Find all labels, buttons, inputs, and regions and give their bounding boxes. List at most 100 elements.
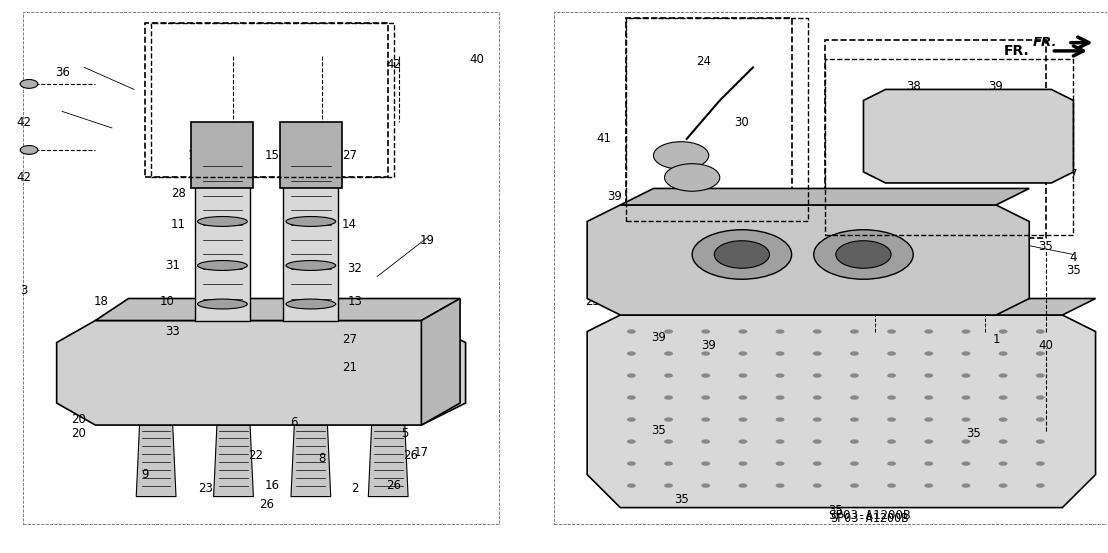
Text: 16: 16 — [265, 479, 279, 492]
Circle shape — [962, 440, 971, 444]
Circle shape — [998, 373, 1007, 378]
Circle shape — [850, 395, 859, 400]
Circle shape — [813, 483, 822, 488]
Circle shape — [850, 461, 859, 466]
Text: 41: 41 — [596, 133, 612, 145]
Text: 39: 39 — [607, 190, 623, 203]
Circle shape — [888, 330, 896, 333]
Text: 26: 26 — [387, 479, 401, 492]
Circle shape — [701, 483, 710, 488]
Circle shape — [664, 440, 673, 444]
Circle shape — [776, 330, 784, 333]
Circle shape — [1036, 351, 1045, 356]
Circle shape — [776, 373, 784, 378]
Text: 4: 4 — [1069, 251, 1077, 264]
Text: 15: 15 — [265, 149, 279, 162]
Circle shape — [738, 351, 747, 356]
Text: 22: 22 — [248, 449, 263, 462]
Polygon shape — [136, 425, 176, 497]
Text: FR.: FR. — [1004, 44, 1029, 58]
Circle shape — [627, 351, 636, 356]
Text: 19: 19 — [420, 234, 434, 247]
Circle shape — [813, 373, 822, 378]
Circle shape — [888, 461, 896, 466]
Text: 2: 2 — [351, 482, 359, 495]
Circle shape — [627, 418, 636, 422]
Text: 39: 39 — [652, 331, 666, 343]
Text: 24: 24 — [696, 55, 710, 69]
Circle shape — [701, 440, 710, 444]
Circle shape — [962, 461, 971, 466]
Text: 26: 26 — [259, 498, 274, 512]
Circle shape — [654, 142, 709, 169]
Circle shape — [924, 483, 933, 488]
Circle shape — [1036, 440, 1045, 444]
Circle shape — [738, 330, 747, 333]
Circle shape — [924, 418, 933, 422]
Text: 35: 35 — [829, 504, 843, 517]
Ellipse shape — [286, 299, 336, 309]
Circle shape — [692, 229, 791, 279]
Text: 27: 27 — [342, 149, 357, 162]
Circle shape — [813, 229, 913, 279]
Circle shape — [664, 395, 673, 400]
Text: 25: 25 — [585, 295, 601, 308]
Text: 1: 1 — [993, 333, 999, 346]
Text: 14: 14 — [342, 218, 357, 231]
Circle shape — [664, 461, 673, 466]
Circle shape — [1036, 395, 1045, 400]
Circle shape — [664, 373, 673, 378]
Circle shape — [888, 395, 896, 400]
Text: 9: 9 — [142, 468, 148, 481]
Text: 13: 13 — [348, 295, 362, 308]
Circle shape — [813, 418, 822, 422]
Circle shape — [701, 373, 710, 378]
Circle shape — [20, 80, 38, 88]
Circle shape — [888, 418, 896, 422]
Circle shape — [665, 164, 720, 191]
Circle shape — [888, 373, 896, 378]
Polygon shape — [863, 90, 1074, 183]
Circle shape — [813, 351, 822, 356]
Text: 10: 10 — [160, 295, 175, 308]
Circle shape — [627, 461, 636, 466]
Text: 35: 35 — [674, 493, 688, 506]
Circle shape — [776, 483, 784, 488]
Circle shape — [1036, 330, 1045, 333]
Circle shape — [627, 395, 636, 400]
Circle shape — [924, 395, 933, 400]
Circle shape — [664, 418, 673, 422]
Text: 40: 40 — [1038, 339, 1054, 352]
Text: 33: 33 — [165, 325, 181, 338]
Polygon shape — [368, 425, 408, 497]
Text: 23: 23 — [198, 482, 214, 495]
Ellipse shape — [197, 260, 247, 270]
Circle shape — [962, 395, 971, 400]
Circle shape — [998, 418, 1007, 422]
Text: 35: 35 — [1038, 240, 1054, 253]
Circle shape — [664, 483, 673, 488]
Text: 29: 29 — [629, 229, 645, 242]
Circle shape — [924, 330, 933, 333]
Polygon shape — [587, 205, 1029, 315]
Text: 42: 42 — [16, 116, 31, 129]
Text: 42: 42 — [16, 171, 31, 184]
Circle shape — [738, 461, 747, 466]
Text: 6: 6 — [290, 416, 298, 429]
Text: 27: 27 — [342, 333, 357, 346]
Circle shape — [835, 241, 891, 268]
Circle shape — [738, 440, 747, 444]
Circle shape — [664, 351, 673, 356]
Circle shape — [813, 395, 822, 400]
Text: 28: 28 — [171, 187, 186, 201]
Text: 18: 18 — [93, 295, 109, 308]
Circle shape — [701, 330, 710, 333]
Circle shape — [738, 373, 747, 378]
Circle shape — [998, 330, 1007, 333]
Circle shape — [1036, 461, 1045, 466]
Text: 5: 5 — [401, 427, 409, 440]
Text: 40: 40 — [469, 53, 484, 66]
Circle shape — [998, 351, 1007, 356]
Circle shape — [962, 330, 971, 333]
Circle shape — [962, 483, 971, 488]
